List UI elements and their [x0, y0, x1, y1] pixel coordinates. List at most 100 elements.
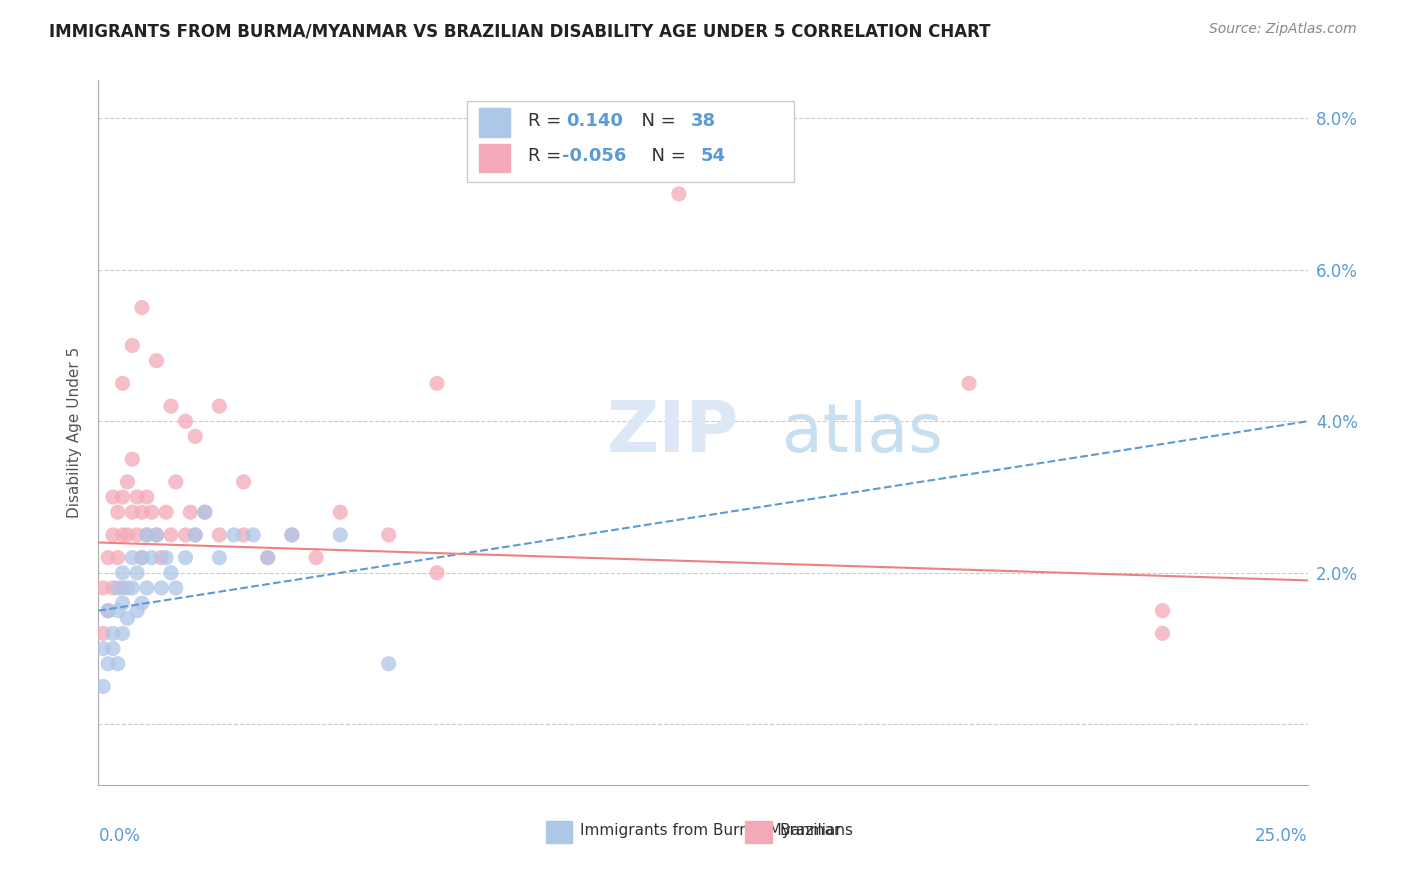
- Point: [242, 528, 264, 542]
- Text: N =: N =: [640, 147, 692, 165]
- Point: [107, 581, 129, 595]
- Point: [194, 505, 217, 519]
- Point: [1152, 626, 1174, 640]
- Point: [174, 414, 197, 428]
- Point: [117, 581, 139, 595]
- Point: [160, 528, 183, 542]
- Point: [668, 186, 690, 201]
- Point: [145, 353, 167, 368]
- Point: [135, 581, 157, 595]
- Text: 0.0%: 0.0%: [98, 827, 141, 846]
- Point: [281, 528, 304, 542]
- Point: [141, 550, 163, 565]
- Point: [131, 301, 153, 315]
- Point: [150, 550, 173, 565]
- Text: ZIP: ZIP: [606, 398, 738, 467]
- Y-axis label: Disability Age Under 5: Disability Age Under 5: [67, 347, 83, 518]
- Point: [305, 550, 328, 565]
- Point: [329, 528, 352, 542]
- Bar: [479, 144, 509, 172]
- Point: [208, 550, 231, 565]
- Point: [426, 376, 449, 391]
- Point: [107, 657, 129, 671]
- Point: [957, 376, 980, 391]
- Text: Brazilians: Brazilians: [779, 823, 853, 838]
- Point: [208, 528, 231, 542]
- Point: [184, 528, 207, 542]
- Point: [127, 528, 149, 542]
- Point: [101, 581, 124, 595]
- Point: [377, 528, 399, 542]
- Point: [117, 475, 139, 489]
- Point: [165, 581, 187, 595]
- Point: [101, 490, 124, 504]
- Point: [174, 550, 197, 565]
- Point: [97, 604, 120, 618]
- Point: [111, 596, 134, 610]
- Point: [155, 505, 177, 519]
- Point: [111, 566, 134, 580]
- Text: atlas: atlas: [782, 400, 942, 466]
- Bar: [546, 821, 572, 844]
- Point: [111, 528, 134, 542]
- Point: [135, 528, 157, 542]
- Text: R =: R =: [527, 147, 567, 165]
- Point: [121, 550, 143, 565]
- Text: 38: 38: [690, 112, 716, 130]
- Point: [91, 641, 114, 656]
- Point: [160, 566, 183, 580]
- Bar: [745, 821, 772, 844]
- Point: [208, 399, 231, 413]
- Point: [135, 528, 157, 542]
- Point: [232, 475, 254, 489]
- Point: [107, 604, 129, 618]
- Point: [179, 505, 201, 519]
- Point: [121, 505, 143, 519]
- Point: [117, 611, 139, 625]
- Text: 54: 54: [700, 147, 725, 165]
- Point: [131, 550, 153, 565]
- Point: [256, 550, 278, 565]
- Point: [97, 550, 120, 565]
- Point: [101, 626, 124, 640]
- Point: [121, 581, 143, 595]
- Point: [256, 550, 278, 565]
- Point: [329, 505, 352, 519]
- Text: 0.140: 0.140: [567, 112, 623, 130]
- Point: [281, 528, 304, 542]
- Point: [111, 581, 134, 595]
- Point: [121, 338, 143, 352]
- Point: [97, 604, 120, 618]
- Point: [107, 550, 129, 565]
- Point: [111, 626, 134, 640]
- Point: [165, 475, 187, 489]
- Point: [1152, 604, 1174, 618]
- Point: [127, 490, 149, 504]
- Point: [232, 528, 254, 542]
- Point: [117, 528, 139, 542]
- Point: [155, 550, 177, 565]
- Bar: [479, 109, 509, 136]
- Text: Source: ZipAtlas.com: Source: ZipAtlas.com: [1209, 22, 1357, 37]
- Text: -0.056: -0.056: [561, 147, 626, 165]
- Point: [131, 596, 153, 610]
- Point: [184, 429, 207, 443]
- Point: [91, 626, 114, 640]
- Point: [426, 566, 449, 580]
- Point: [174, 528, 197, 542]
- Point: [127, 566, 149, 580]
- Text: 25.0%: 25.0%: [1256, 827, 1308, 846]
- Point: [127, 604, 149, 618]
- Point: [101, 641, 124, 656]
- Text: R =: R =: [527, 112, 572, 130]
- Text: N =: N =: [630, 112, 682, 130]
- Point: [377, 657, 399, 671]
- Point: [101, 528, 124, 542]
- Point: [131, 550, 153, 565]
- Point: [145, 528, 167, 542]
- Point: [91, 680, 114, 694]
- Point: [160, 399, 183, 413]
- Point: [121, 452, 143, 467]
- Point: [150, 581, 173, 595]
- Point: [91, 581, 114, 595]
